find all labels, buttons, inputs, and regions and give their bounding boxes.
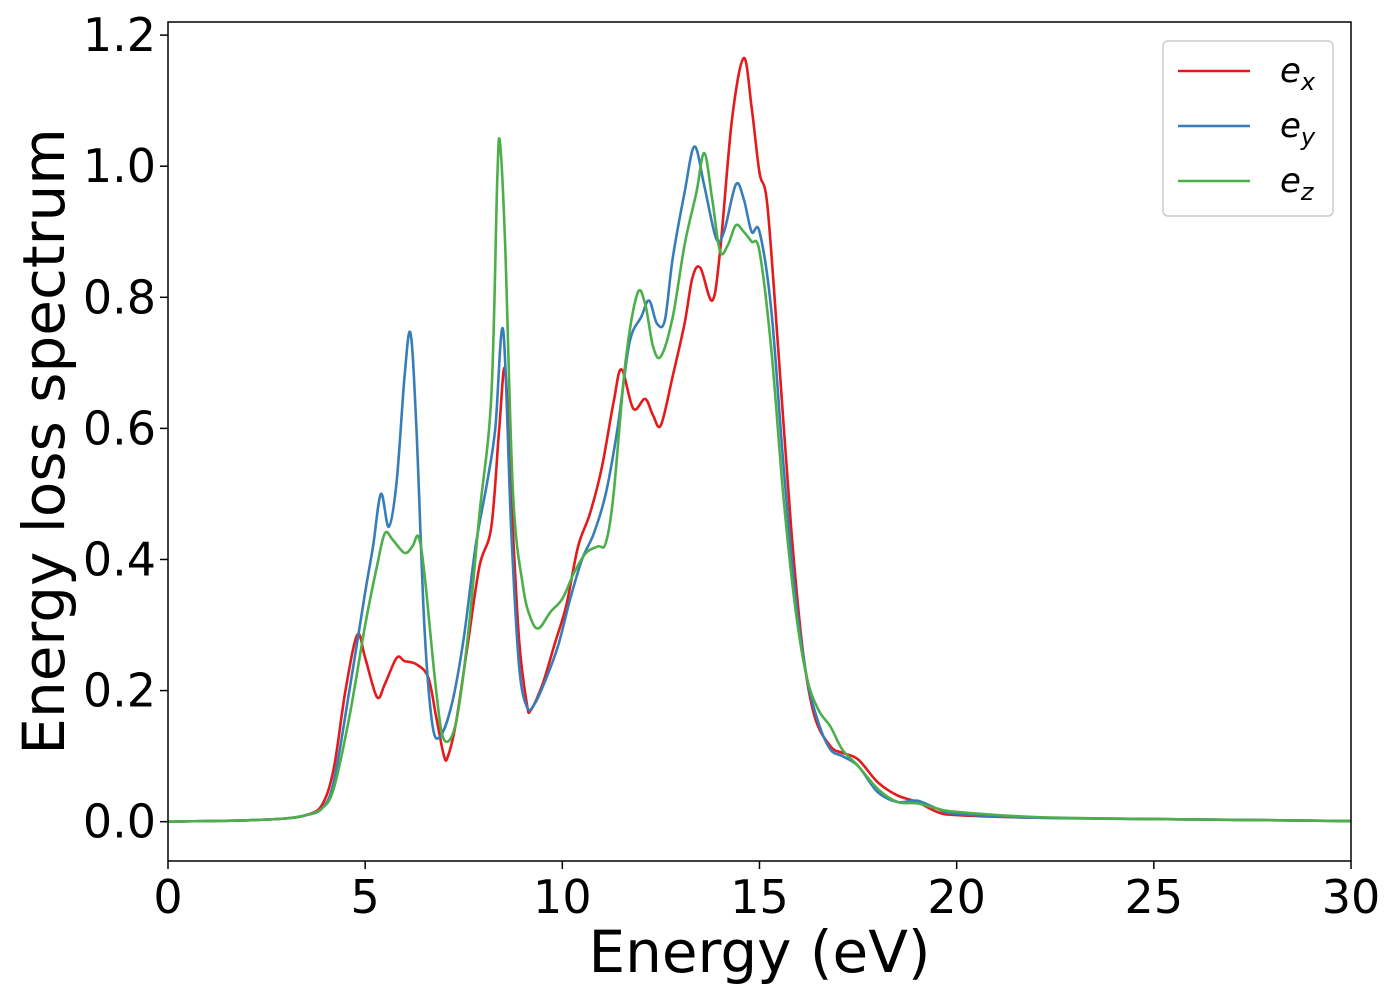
series-line-z	[167, 137, 1352, 823]
legend-label-y: ey	[1280, 106, 1316, 151]
y-tick-label: 0.6	[83, 401, 156, 455]
y-tick-label: 1.2	[83, 8, 156, 62]
y-tick-label: 0.4	[83, 532, 156, 586]
legend: ex ey ez	[1162, 40, 1334, 217]
x-tick-label: 5	[351, 870, 380, 924]
y-tick-label: 0.8	[83, 270, 156, 324]
x-tick-label: 10	[533, 870, 592, 924]
legend-label-x: ex	[1280, 51, 1316, 96]
x-tick-label: 25	[1125, 870, 1184, 924]
y-axis-label: Energy loss spectrum	[10, 128, 78, 754]
x-tick-label: 30	[1322, 870, 1381, 924]
series-layer	[167, 56, 1352, 823]
series-line-x	[167, 56, 1352, 823]
y-tick-label: 0.0	[83, 795, 156, 849]
legend-label-z: ez	[1280, 161, 1315, 206]
x-axis: 0 5 10 15 20 25 30	[153, 861, 1380, 924]
y-axis: 0.0 0.2 0.4 0.6 0.8 1.0 1.2	[83, 8, 168, 849]
x-tick-label: 15	[730, 870, 789, 924]
x-axis-label: Energy (eV)	[588, 918, 930, 986]
series-line-y	[167, 145, 1352, 823]
x-tick-label: 20	[927, 870, 986, 924]
legend-box	[1162, 40, 1334, 217]
x-tick-label: 0	[153, 870, 182, 924]
y-tick-label: 0.2	[83, 664, 156, 718]
y-tick-label: 1.0	[83, 139, 156, 193]
plot-area	[168, 22, 1351, 861]
